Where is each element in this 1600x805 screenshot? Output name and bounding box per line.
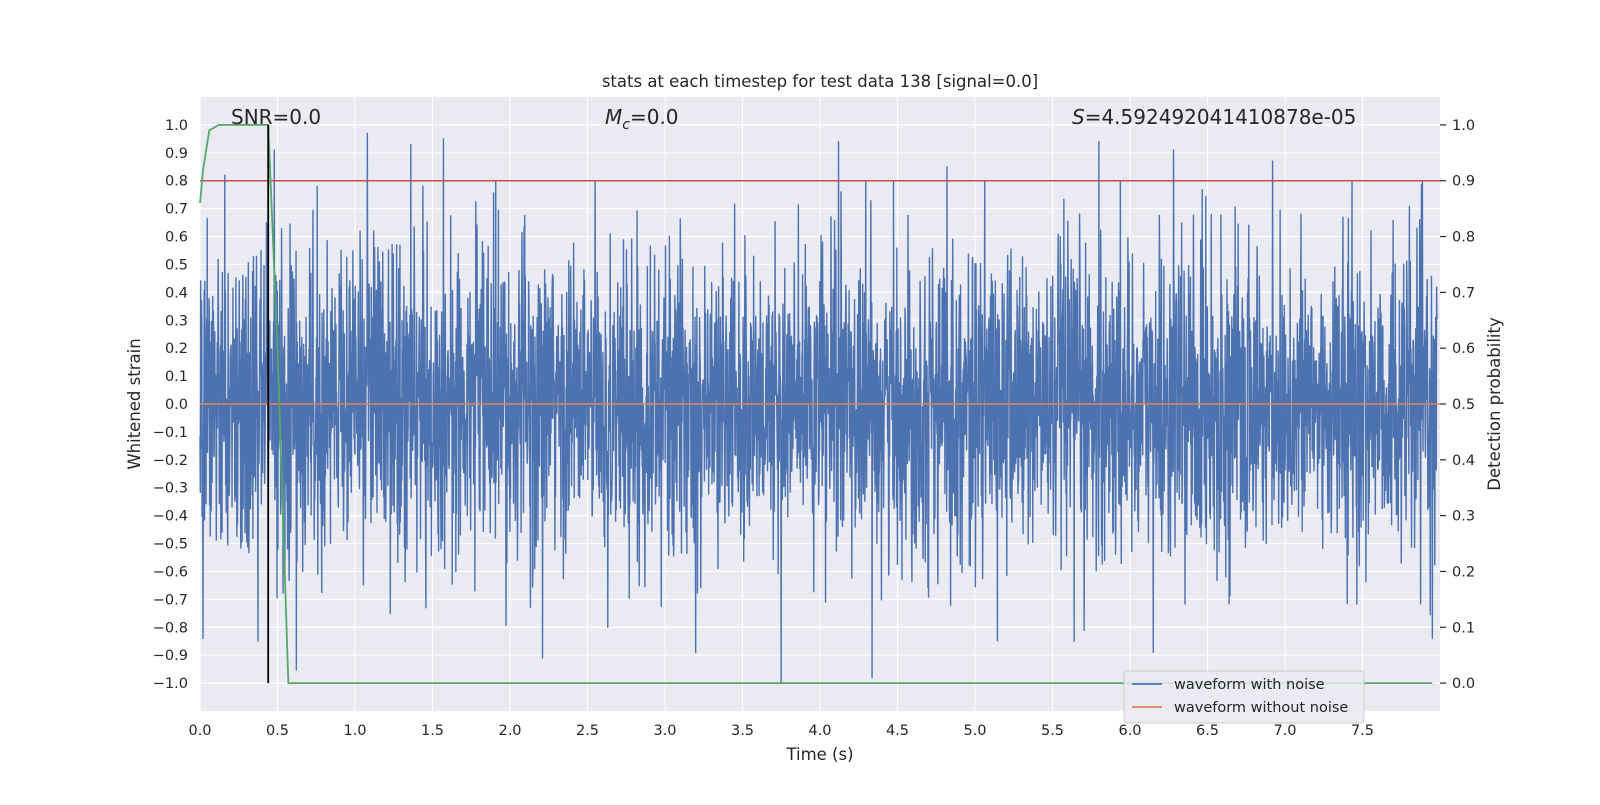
y-left-tick-label: −0.1: [153, 425, 188, 441]
x-tick-label: 5.0: [963, 723, 986, 739]
x-tick-label: 0.5: [266, 723, 289, 739]
detection-probability-series: [199, 124, 1433, 684]
chirp-mass-annotation: Mc=0.0: [605, 105, 679, 133]
y-right-tick-label: 0.7: [1452, 285, 1475, 301]
y-right-tick-labels: 1.0 0.9 0.8 0.7 0.6 0.5 0.4 0.3 0.2 0.1 0.0: [1440, 118, 1475, 692]
x-tick-label: 6.0: [1118, 723, 1141, 739]
chart-title: stats at each timestep for test data 138…: [602, 72, 1038, 91]
y-left-tick-label: 0.3: [165, 313, 188, 329]
x-tick-label: 7.0: [1273, 723, 1296, 739]
y-right-tick-label: 0.1: [1452, 620, 1475, 636]
y-left-tick-label: −0.5: [153, 537, 188, 553]
legend-box: [1123, 670, 1365, 724]
x-tick-label: 4.5: [886, 723, 909, 739]
y-axis-label-left: Whitened strain: [125, 338, 144, 469]
x-tick-label: 2.0: [498, 723, 521, 739]
x-tick-label: 2.5: [576, 723, 599, 739]
y-left-tick-labels: 1.0 0.9 0.8 0.7 0.6 0.5 0.4 0.3 0.2 0.1 0.0 −0.1 −0.…: [153, 118, 188, 692]
x-tick-label: 3.5: [731, 723, 754, 739]
y-left-tick-label: −0.2: [153, 453, 188, 469]
legend: waveform with noise waveform without noi…: [1123, 670, 1365, 724]
x-tick-label: 4.0: [808, 723, 831, 739]
y-left-tick-label: 0.0: [165, 397, 188, 413]
y-left-tick-label: 0.4: [165, 285, 188, 301]
y-left-tick-label: −0.6: [153, 564, 188, 580]
y-left-tick-label: 0.6: [165, 230, 188, 246]
y-left-tick-label: −0.9: [153, 648, 188, 664]
x-tick-labels: 0.0 0.5 1.0 1.5 2.0 2.5 3.0 3.5 4.0 4.5 5.0 5.5 6.0 6…: [188, 723, 1374, 739]
y-left-tick-label: −0.4: [153, 509, 188, 525]
snr-annotation: SNR=0.0: [231, 105, 321, 129]
y-right-tick-label: 0.2: [1452, 564, 1475, 580]
y-left-tick-label: 0.7: [165, 202, 188, 218]
y-right-tick-label: 0.0: [1452, 676, 1475, 692]
x-tick-label: 5.5: [1041, 723, 1064, 739]
y-right-tick-label: 0.3: [1452, 509, 1475, 525]
x-tick-label: 0.0: [188, 723, 211, 739]
y-left-tick-label: 0.9: [165, 146, 188, 162]
waveform-with-noise-line: [199, 132, 1438, 684]
y-left-tick-label: 0.5: [165, 257, 188, 273]
x-axis-label: Time (s): [785, 745, 853, 764]
x-tick-label: 1.5: [421, 723, 444, 739]
y-right-tick-label: 0.5: [1452, 397, 1475, 413]
waveform-with-noise-series: [199, 132, 1438, 684]
x-tick-label: 6.5: [1196, 723, 1219, 739]
y-left-tick-label: −1.0: [153, 676, 188, 692]
y-right-tick-label: 0.6: [1452, 341, 1475, 357]
s-statistic-annotation: S=4.592492041410878e-05: [1072, 105, 1356, 129]
legend-label-clean: waveform without noise: [1174, 700, 1348, 716]
y-left-tick-label: 0.1: [165, 369, 188, 385]
y-axis-label-right: Detection probability: [1485, 317, 1504, 491]
y-left-tick-label: 0.8: [165, 174, 188, 190]
y-left-tick-label: −0.8: [153, 620, 188, 636]
y-right-tick-label: 0.9: [1452, 174, 1475, 190]
x-tick-label: 3.0: [653, 723, 676, 739]
legend-label-noise: waveform with noise: [1174, 677, 1325, 693]
y-left-tick-label: 1.0: [165, 118, 188, 134]
y-left-tick-label: 0.2: [165, 341, 188, 357]
y-left-tick-label: −0.7: [153, 592, 188, 608]
y-right-tick-label: 0.4: [1452, 453, 1475, 469]
y-right-tick-label: 1.0: [1452, 118, 1475, 134]
x-tick-label: 7.5: [1351, 723, 1374, 739]
y-right-tick-label: 0.8: [1452, 230, 1475, 246]
y-left-tick-label: −0.3: [153, 481, 188, 497]
x-tick-label: 1.0: [343, 723, 366, 739]
